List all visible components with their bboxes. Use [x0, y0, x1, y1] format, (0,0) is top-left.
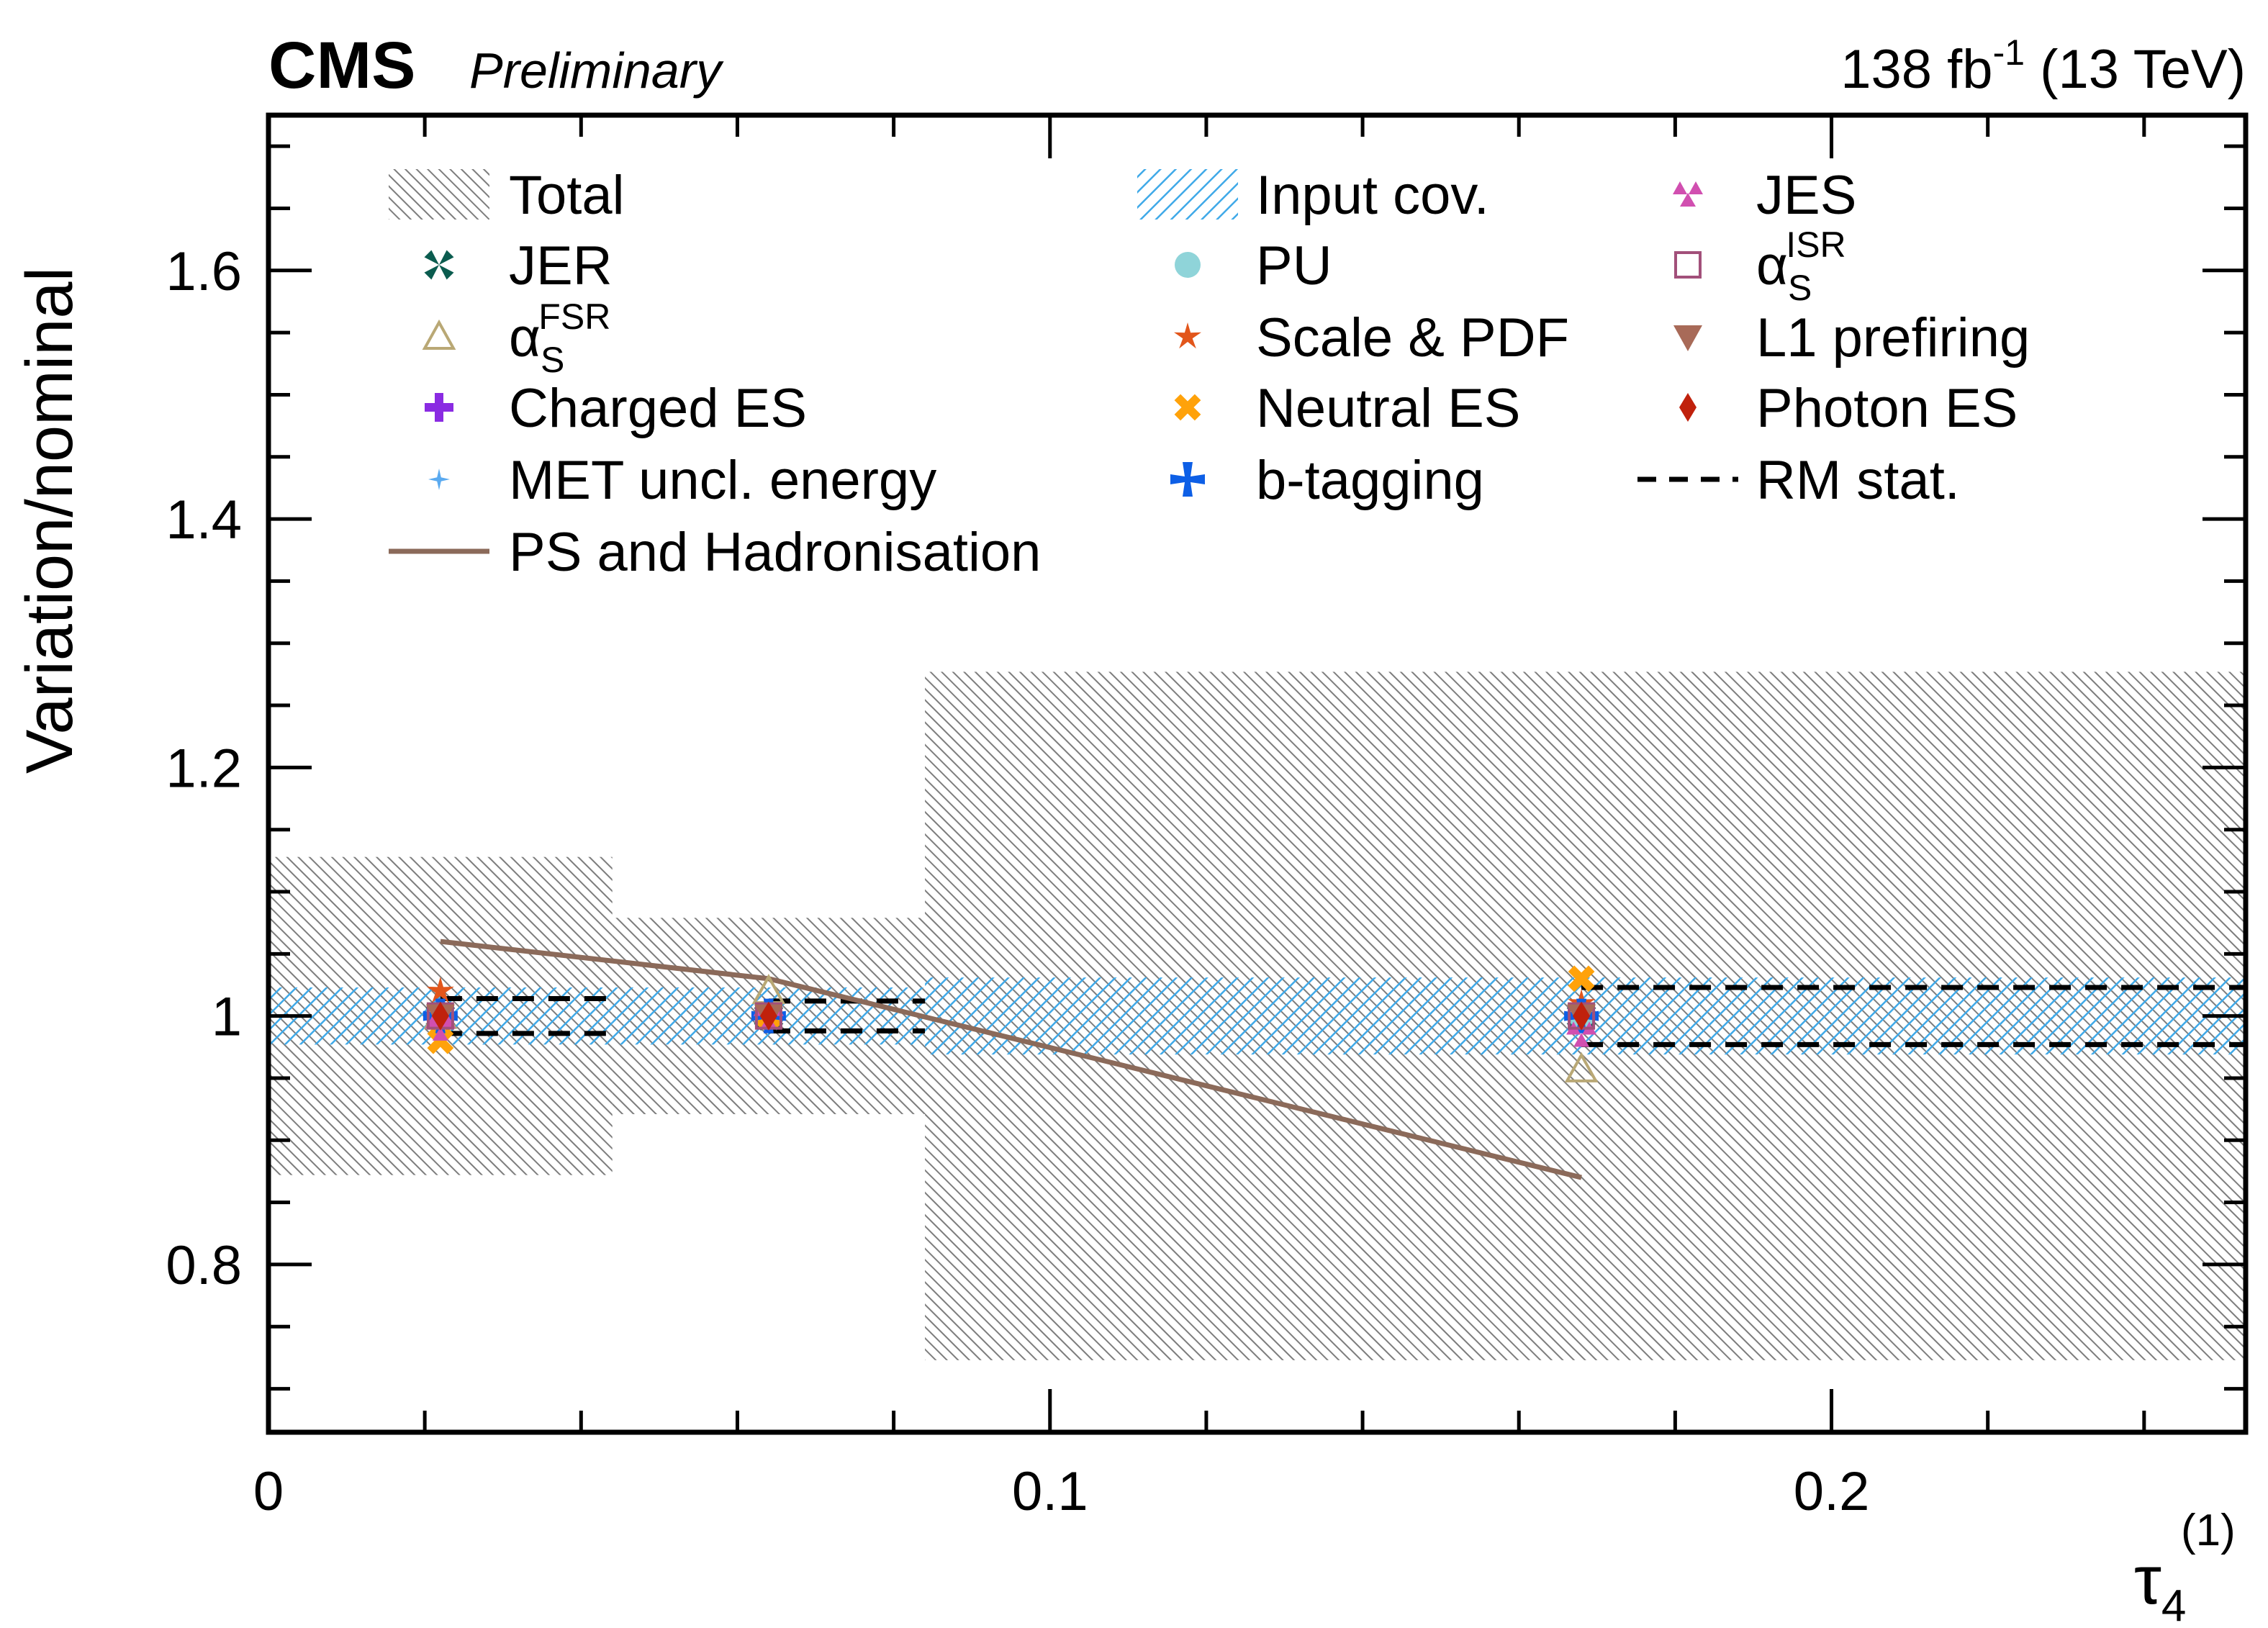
- legend-icon-pu: [1175, 252, 1201, 278]
- y-tick-label-0: 0.8: [166, 1235, 242, 1296]
- legend-label-neutral-es: Neutral ES: [1256, 378, 1521, 439]
- legend-label-rm-stat: RM stat.: [1756, 450, 1960, 511]
- legend-icon-isr: [1674, 251, 1702, 279]
- marker-neutral-es-0: [427, 1027, 454, 1054]
- legend-icon-b-tagging: [1170, 462, 1205, 497]
- x-tick-label-2: 0.2: [1794, 1461, 1870, 1522]
- marker--sfsr-2: [1564, 1052, 1599, 1082]
- y-tick-label-3: 1.4: [166, 489, 242, 551]
- legend-icon-jer: [424, 250, 454, 280]
- y-tick-label-4: 1.6: [166, 241, 242, 302]
- x-axis-subscript: 4: [2161, 1581, 2186, 1628]
- y-tick-label-2: 1.2: [166, 738, 242, 799]
- legend-label-scale-pdf: Scale & PDF: [1256, 307, 1569, 368]
- legend-label-fsr: αSFSR: [509, 297, 610, 380]
- x-axis-symbol: τ: [2134, 1542, 2161, 1619]
- marker-photon-es-2: [1573, 1001, 1591, 1031]
- y-tick-label-1: 1: [212, 987, 242, 1048]
- x-tick-label-1: 0.1: [1012, 1461, 1088, 1522]
- legend-icon-fsr: [422, 319, 456, 350]
- energy-label: (13 TeV): [2025, 39, 2246, 100]
- series-markers: [423, 965, 1599, 1082]
- legend-icon-input-cov: [1137, 169, 1238, 220]
- marker-neutral-es-2: [1568, 965, 1595, 992]
- legend-icon-charged-es: [425, 393, 453, 422]
- lumi-label: 138 fb-1 (13 TeV): [1840, 32, 2246, 100]
- lumi-superscript: -1: [1993, 32, 2025, 73]
- legend-icon-l1-prefiring: [1673, 325, 1702, 351]
- marker-photon-es-0: [431, 1001, 449, 1031]
- legend-label-pu: PU: [1256, 235, 1332, 297]
- legend-icon-total: [389, 169, 489, 220]
- status-label: Preliminary: [469, 42, 724, 99]
- legend-label-input-cov: Input cov.: [1256, 165, 1489, 226]
- marker-scale-pdf-0: [426, 977, 454, 1003]
- legend-label-jer: JER: [509, 235, 613, 297]
- experiment-label: CMS: [268, 29, 415, 102]
- legend-label-jes: JES: [1756, 165, 1856, 226]
- legend-icon-jes: [1673, 181, 1703, 207]
- x-tick-label-0: 0: [253, 1461, 284, 1522]
- axis-tick-labels: 0 0.1 0.2 0.8 1 1.2 1.4 1.6: [166, 241, 1869, 1522]
- legend-label-l1-prefiring: L1 prefiring: [1756, 307, 2030, 368]
- legend-label-photon-es: Photon ES: [1756, 378, 2018, 439]
- legend-label-met-uncl-energy: MET uncl. energy: [509, 450, 936, 511]
- legend-icon-met-uncl-energy: [428, 469, 450, 490]
- plot-frame: [266, 112, 2249, 1435]
- legend-icon-photon-es: [1679, 393, 1697, 422]
- legend-label-charged-es: Charged ES: [509, 378, 807, 439]
- legend-label-total: Total: [509, 165, 625, 226]
- x-axis-title: τ4 (1): [2134, 1506, 2236, 1628]
- legend-icon-neutral-es: [1174, 394, 1201, 421]
- uncertainty-bands: [268, 671, 2246, 1360]
- legend-label-ps-and-hadronisation: PS and Hadronisation: [509, 522, 1041, 583]
- legend-label-isr: αSISR: [1756, 225, 1846, 308]
- legend-icon-scale-pdf: [1174, 322, 1201, 349]
- lumi-value: 138 fb: [1840, 39, 1992, 100]
- axis-ticks: [266, 115, 2246, 1432]
- marker-photon-es-1: [759, 1001, 777, 1031]
- y-axis-title: Variation/nominal: [13, 267, 86, 774]
- legend-label-b-tagging: b-tagging: [1256, 450, 1484, 511]
- x-axis-superscript: (1): [2181, 1506, 2236, 1555]
